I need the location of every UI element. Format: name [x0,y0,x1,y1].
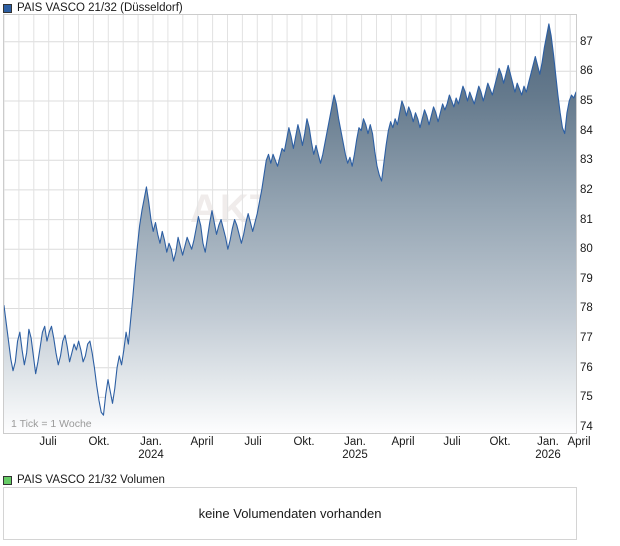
y-axis-labels: 87 86 85 84 83 82 81 80 79 78 77 76 75 74 [580,14,620,434]
x-tick-year: 2024 [138,449,164,461]
y-axis-tick-label: 74 [580,421,593,434]
x-axis-labels: Juli Okt. Jan. 2024 April Juli Okt. Jan. 2025 Apr… [0,436,590,470]
volume-series-color-swatch-icon [3,476,12,485]
y-axis-tick-label: 86 [580,65,593,78]
x-axis-tick-label: Juli [244,436,261,449]
x-tick-month: Juli [443,436,461,448]
y-axis-tick-label: 78 [580,302,593,315]
x-tick-month: Jan. [344,436,366,448]
price-area-plot [4,15,576,433]
y-axis-tick-label: 76 [580,361,593,374]
x-axis-tick-label: April [391,436,414,449]
y-axis-tick-label: 87 [580,35,593,48]
y-axis-tick-label: 75 [580,391,593,404]
tick-interval-note: 1 Tick = 1 Woche [11,418,92,430]
price-series-legend: PAIS VASCO 21/32 (Düsseldorf) [3,2,183,15]
x-axis-tick-label: Juli [443,436,460,449]
x-axis-tick-label: Okt. [489,436,510,449]
y-axis-tick-label: 81 [580,213,593,226]
x-tick-month: Jan. [537,436,559,448]
x-tick-month: April [391,436,415,448]
y-axis-tick-label: 79 [580,272,593,285]
price-series-color-swatch-icon [3,4,12,13]
x-tick-year: 2025 [342,449,368,461]
x-axis-tick-label: April [190,436,213,449]
y-axis-tick-label: 77 [580,332,593,345]
price-chart-area[interactable]: AKTI 1 Tick = 1 Woche [3,14,577,434]
volume-empty-message: keine Volumendaten vorhanden [198,506,382,521]
x-tick-month: April [567,436,591,448]
x-tick-month: Juli [244,436,262,448]
x-tick-month: Juli [39,436,57,448]
y-axis-tick-label: 80 [580,243,593,256]
y-axis-tick-label: 82 [580,183,593,196]
x-axis-tick-label: Jan. 2024 [138,436,164,462]
y-axis-tick-label: 85 [580,94,593,107]
x-axis-tick-label: Okt. [88,436,109,449]
x-axis-tick-label: Okt. [293,436,314,449]
volume-series-label: PAIS VASCO 21/32 Volumen [17,474,165,486]
price-line [4,23,576,416]
y-axis-tick-label: 83 [580,154,593,167]
x-axis-tick-label: Juli [39,436,56,449]
x-tick-month: Okt. [88,436,110,448]
x-axis-tick-label: Jan. 2026 [535,436,561,462]
x-tick-month: April [190,436,214,448]
x-tick-month: Okt. [489,436,511,448]
x-axis-tick-label: April [567,436,590,449]
x-axis-tick-label: Jan. 2025 [342,436,368,462]
x-tick-month: Jan. [140,436,162,448]
price-series-label: PAIS VASCO 21/32 (Düsseldorf) [17,2,183,14]
x-tick-month: Okt. [293,436,315,448]
volume-series-legend: PAIS VASCO 21/32 Volumen [3,474,165,487]
volume-chart-area: keine Volumendaten vorhanden [3,487,577,540]
price-area-fill [4,23,576,433]
y-axis-tick-label: 84 [580,124,593,137]
x-tick-year: 2026 [535,449,561,461]
